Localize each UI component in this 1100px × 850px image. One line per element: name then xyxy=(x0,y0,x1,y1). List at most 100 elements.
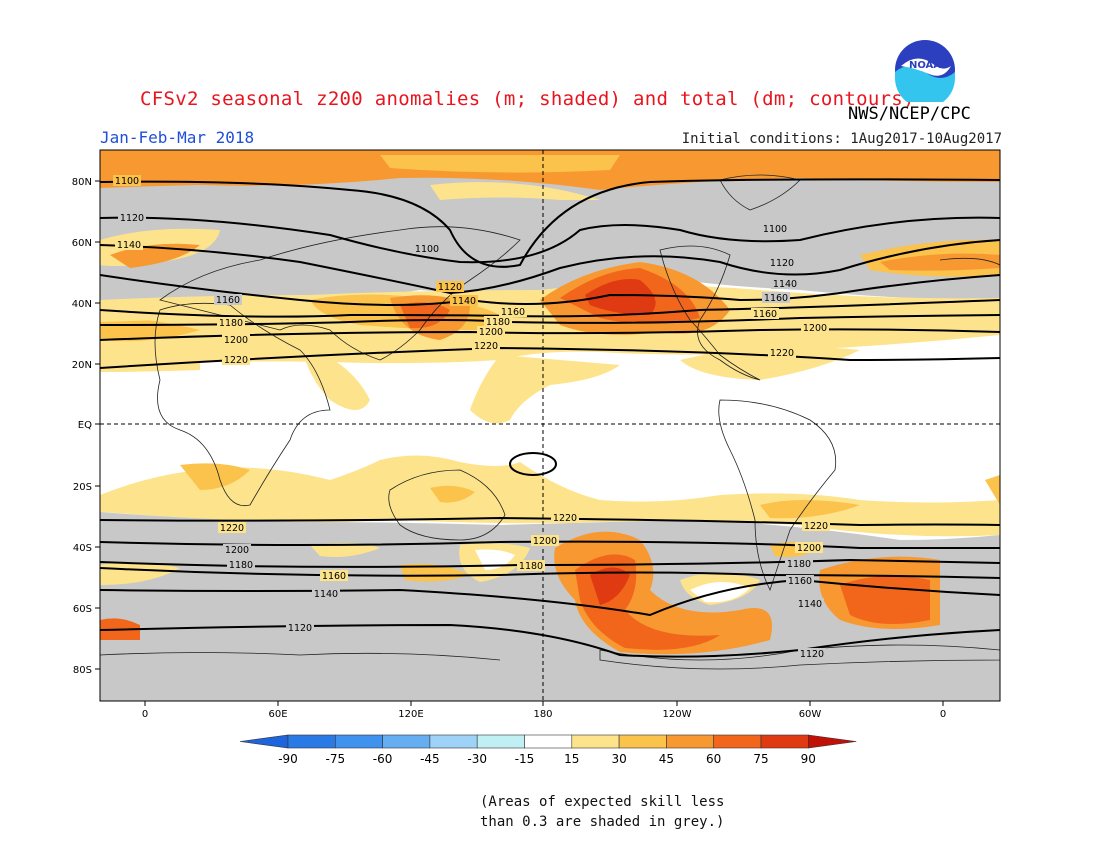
contour-label-1220e: 1220 xyxy=(551,512,579,524)
contour-label-1180: 1180 xyxy=(217,317,245,329)
svg-text:1160: 1160 xyxy=(216,295,240,306)
svg-text:1220: 1220 xyxy=(553,513,577,524)
svg-text:1120: 1120 xyxy=(800,649,824,660)
svg-text:1180: 1180 xyxy=(519,561,543,572)
svg-text:1180: 1180 xyxy=(229,560,253,571)
colorbar-arrow-right xyxy=(807,734,857,749)
colorbar-tick-label: 30 xyxy=(611,752,626,766)
contour-label-1100: 1100 xyxy=(113,175,141,187)
contour-label-1220: 1220 xyxy=(222,354,250,366)
svg-text:1200: 1200 xyxy=(803,323,827,334)
colorbar-tick-label: -45 xyxy=(420,752,440,766)
contour-label-1220f: 1220 xyxy=(802,520,830,532)
colorbar-tick-label: -90 xyxy=(278,752,298,766)
svg-text:1180: 1180 xyxy=(219,318,243,329)
colorbar-tick-label: 15 xyxy=(564,752,579,766)
lat-label: 80S xyxy=(73,665,92,676)
contour-label-1180b: 1180 xyxy=(484,316,512,328)
colorbar-tick-label: 75 xyxy=(753,752,768,766)
contour-label-1120c: 1120 xyxy=(768,257,796,269)
lat-label: 40S xyxy=(73,543,92,554)
svg-text:1220: 1220 xyxy=(220,523,244,534)
map-title: CFSv2 seasonal z200 anomalies (m; shaded… xyxy=(140,88,915,110)
lat-label: 60N xyxy=(72,238,92,249)
init-label: Initial conditions: xyxy=(681,131,842,147)
contour-label-1180c: 1180 xyxy=(227,559,255,571)
svg-text:1100: 1100 xyxy=(763,224,787,235)
contour-label-1120: 1120 xyxy=(118,212,146,224)
lat-label: 60S xyxy=(73,604,92,615)
svg-text:1220: 1220 xyxy=(474,341,498,352)
contour-label-1200c: 1200 xyxy=(801,322,829,334)
colorbar-arrow-left xyxy=(239,734,289,749)
initial-conditions: Initial conditions: 1Aug2017-10Aug2017 xyxy=(682,131,1002,147)
contour-labels: 1100 1100 1100 1120 1120 1120 1140 1140 … xyxy=(113,175,830,660)
svg-text:1120: 1120 xyxy=(770,258,794,269)
lon-label: 180 xyxy=(533,709,552,720)
colorbar-tick-label: -30 xyxy=(467,752,487,766)
map-fields xyxy=(100,150,1000,701)
svg-text:1140: 1140 xyxy=(773,279,797,290)
coastlines xyxy=(100,174,1000,670)
contour-label-1160d: 1160 xyxy=(751,308,779,320)
skill-note-line2: than 0.3 are shaded in grey.) xyxy=(480,814,725,830)
logo-text: NOAA xyxy=(909,60,941,71)
lon-label: 120W xyxy=(663,709,692,720)
colorbar: -90 -75 -60 -45 -30 -15 15 30 45 60 75 90 xyxy=(239,734,857,766)
contour-label-1120d: 1120 xyxy=(286,622,314,634)
svg-text:1140: 1140 xyxy=(452,296,476,307)
skill-note: (Areas of expected skill less than 0.3 a… xyxy=(480,792,724,832)
contour-label-1140e: 1140 xyxy=(796,598,824,610)
lon-label: 60E xyxy=(268,709,287,720)
contour-label-1140b: 1140 xyxy=(450,295,478,307)
lon-label: 0 xyxy=(940,709,946,720)
svg-text:1200: 1200 xyxy=(479,327,503,338)
contour-label-1200f: 1200 xyxy=(795,542,823,554)
contour-label-1200d: 1200 xyxy=(223,544,251,556)
lon-label: 60W xyxy=(799,709,822,720)
colorbar-swatch xyxy=(618,734,667,749)
colorbar-swatch xyxy=(666,734,715,749)
svg-text:1220: 1220 xyxy=(224,355,248,366)
contour-label-1100c: 1100 xyxy=(761,223,789,235)
svg-text:1140: 1140 xyxy=(117,240,141,251)
height-contours xyxy=(100,178,1000,658)
colorbar-swatch xyxy=(287,734,336,749)
svg-text:1220: 1220 xyxy=(770,348,794,359)
contour-label-1140c: 1140 xyxy=(771,278,799,290)
svg-text:1200: 1200 xyxy=(225,545,249,556)
svg-text:1220: 1220 xyxy=(804,521,828,532)
colorbar-swatch xyxy=(571,734,620,749)
contour-label-1220d: 1220 xyxy=(218,522,246,534)
colorbar-swatch xyxy=(524,734,573,749)
contour-label-1220c: 1220 xyxy=(768,347,796,359)
svg-text:1140: 1140 xyxy=(314,589,338,600)
lat-label: 20S xyxy=(73,482,92,493)
lat-label: 40N xyxy=(72,299,92,310)
colorbar-swatch xyxy=(334,734,383,749)
svg-text:1120: 1120 xyxy=(438,282,462,293)
colorbar-swatch xyxy=(476,734,525,749)
colorbar-tick-label: 45 xyxy=(659,752,674,766)
colorbar-swatch xyxy=(760,734,809,749)
contour-label-1200b: 1200 xyxy=(477,326,505,338)
contour-label-1180d: 1180 xyxy=(517,560,545,572)
colorbar-tick-label: -75 xyxy=(325,752,345,766)
lat-label: EQ xyxy=(78,420,92,431)
colorbar-tick-label: -60 xyxy=(373,752,393,766)
svg-text:1160: 1160 xyxy=(753,309,777,320)
contour-label-1160: 1160 xyxy=(214,294,242,306)
contour-label-1140d: 1140 xyxy=(312,588,340,600)
init-value: 1Aug2017-10Aug2017 xyxy=(850,131,1002,147)
skill-note-line1: (Areas of expected skill less xyxy=(480,794,725,810)
axis-ticks xyxy=(95,180,944,706)
lat-label: 20N xyxy=(72,360,92,371)
organization-label: NWS/NCEP/CPC xyxy=(848,104,971,124)
contour-label-1160c: 1160 xyxy=(762,292,790,304)
svg-text:1120: 1120 xyxy=(120,213,144,224)
noaa-logo-icon: NOAA xyxy=(895,40,955,102)
contour-label-1160e: 1160 xyxy=(320,570,348,582)
svg-text:1200: 1200 xyxy=(797,543,821,554)
colorbar-tick-label: 60 xyxy=(706,752,721,766)
